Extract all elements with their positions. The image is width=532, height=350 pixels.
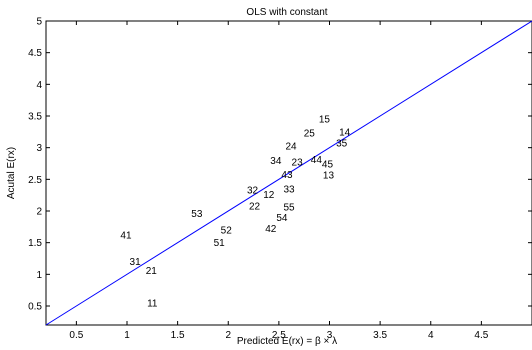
point-label-52: 52 xyxy=(221,226,233,237)
point-label-53: 53 xyxy=(191,209,203,220)
x-tick-label: 2 xyxy=(225,330,231,341)
y-tick-label: 1.5 xyxy=(28,238,42,249)
point-label-12: 12 xyxy=(263,190,275,201)
y-tick-label: 1 xyxy=(36,270,42,281)
point-label-51: 51 xyxy=(214,238,226,249)
y-tick-label: 4.5 xyxy=(28,48,42,59)
x-tick-label: 3.5 xyxy=(373,330,387,341)
y-tick-label: 5 xyxy=(36,17,42,28)
y-tick-label: 2 xyxy=(36,207,42,218)
point-label-55: 55 xyxy=(283,203,295,214)
point-label-35: 35 xyxy=(336,139,348,150)
point-label-31: 31 xyxy=(130,257,142,268)
plot-area: 0.5 1 1.5 2 2.5 3 3.5 4 4.50.511.522.533.544.551… xyxy=(28,17,532,341)
x-tick-label: 1 xyxy=(124,330,130,341)
point-label-32: 32 xyxy=(247,186,259,197)
fit-line xyxy=(45,20,532,326)
point-label-14: 14 xyxy=(339,127,351,138)
point-label-13: 13 xyxy=(323,170,335,181)
y-axis-label: Acutal E(rx) xyxy=(6,147,17,199)
x-tick-label: 2.5 xyxy=(272,330,286,341)
point-label-41: 41 xyxy=(120,231,132,242)
x-tick-label: 1.5 xyxy=(171,330,185,341)
chart-title: OLS with constant xyxy=(246,7,327,18)
point-label-54: 54 xyxy=(276,213,288,224)
x-tick-label: 0.5 xyxy=(69,330,83,341)
point-label-43: 43 xyxy=(281,170,293,181)
point-label-44: 44 xyxy=(311,155,323,166)
x-tick-label: 3 xyxy=(327,330,333,341)
x-tick-label: 4.5 xyxy=(474,330,488,341)
point-label-21: 21 xyxy=(146,266,158,277)
point-label-34: 34 xyxy=(270,156,282,167)
y-tick-label: 0.5 xyxy=(28,302,42,313)
x-tick-label: 4 xyxy=(428,330,434,341)
point-label-15: 15 xyxy=(319,115,331,126)
plot-frame xyxy=(45,20,532,326)
point-label-22: 22 xyxy=(249,201,261,212)
point-label-11: 11 xyxy=(147,298,158,309)
point-label-33: 33 xyxy=(283,184,295,195)
x-axis-label: Predicted E(rx) = β × λ xyxy=(237,336,337,347)
point-label-45: 45 xyxy=(322,160,334,171)
point-label-25: 25 xyxy=(304,129,316,140)
y-tick-label: 3 xyxy=(36,143,42,154)
y-tick-label: 3.5 xyxy=(28,112,42,123)
point-label-42: 42 xyxy=(265,224,277,235)
point-label-23: 23 xyxy=(292,158,304,169)
y-tick-label: 4 xyxy=(36,80,42,91)
point-label-24: 24 xyxy=(285,141,297,152)
y-tick-label: 2.5 xyxy=(28,175,42,186)
